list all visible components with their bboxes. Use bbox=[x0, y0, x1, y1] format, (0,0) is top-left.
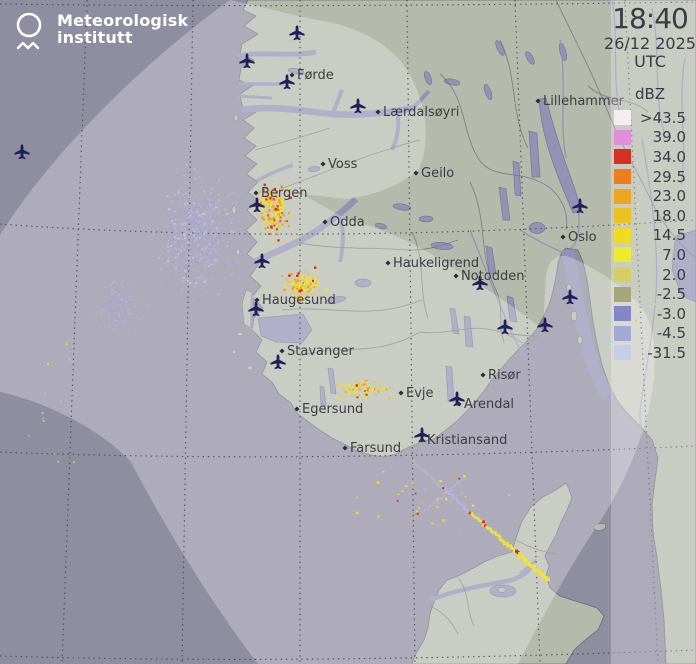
city-label: Stavanger bbox=[287, 344, 354, 359]
legend-label: 34.0 bbox=[652, 147, 686, 166]
legend-swatch bbox=[614, 247, 631, 263]
legend-swatch bbox=[614, 227, 631, 243]
city-label: Kristiansand bbox=[427, 433, 507, 448]
legend-label: -4.5 bbox=[656, 324, 686, 343]
city-label: Geilo bbox=[421, 166, 454, 181]
city-label: Egersund bbox=[302, 402, 363, 417]
legend-swatch bbox=[614, 129, 631, 145]
legend-label: -31.5 bbox=[647, 343, 686, 362]
met-logo-text: Meteorologisk institutt bbox=[57, 10, 188, 47]
legend-row: 34.0 bbox=[604, 147, 696, 167]
legend-row: 39.0 bbox=[604, 128, 696, 148]
legend-label: 18.0 bbox=[652, 206, 686, 225]
radar-coverage-area bbox=[0, 0, 655, 664]
legend-list: >43.5 39.0 34.0 29.5 23.0 18.0 14.5 7.0 2.0 -2.5-… bbox=[604, 108, 696, 363]
city-label: Lillehammer bbox=[543, 94, 625, 109]
legend-swatch bbox=[614, 286, 631, 302]
city-label: Haukeligrend bbox=[393, 256, 479, 271]
city-marker bbox=[413, 170, 419, 176]
legend-label: >43.5 bbox=[640, 108, 686, 127]
legend-row: 29.5 bbox=[604, 167, 696, 187]
landmass-denmark bbox=[411, 482, 607, 664]
legend-swatch bbox=[614, 345, 631, 361]
city-marker bbox=[480, 372, 486, 378]
city-marker bbox=[253, 190, 259, 196]
city-label: Bergen bbox=[261, 186, 308, 201]
city-marker bbox=[398, 390, 404, 396]
clock-time: 18:40 bbox=[612, 2, 689, 35]
city-label: Lærdalsøyri bbox=[383, 105, 459, 120]
city-marker bbox=[294, 406, 300, 412]
city-label: Evje bbox=[406, 386, 434, 401]
legend-label: 29.5 bbox=[652, 167, 686, 186]
borders bbox=[254, 0, 696, 635]
clock-timezone: UTC bbox=[634, 51, 666, 71]
city-label: Farsund bbox=[350, 441, 401, 456]
city-label: Førde bbox=[297, 68, 334, 83]
met-logo-line2: institutt bbox=[57, 27, 133, 47]
legend-swatch bbox=[614, 110, 631, 126]
legend-label: -3.0 bbox=[656, 304, 686, 323]
legend-swatch bbox=[614, 149, 631, 165]
legend-swatch bbox=[614, 169, 631, 185]
city-label: Haugesund bbox=[262, 293, 336, 308]
city-label: Voss bbox=[328, 157, 358, 172]
legend-label: -2.5 bbox=[656, 285, 686, 304]
city-label: Risør bbox=[488, 368, 521, 383]
legend-row: 2.0 bbox=[604, 265, 696, 285]
legend-unit: dBZ bbox=[634, 85, 666, 103]
legend-swatch bbox=[614, 267, 631, 283]
dbz-legend: dBZ >43.5 39.0 34.0 29.5 23.0 18.0 14.5 7.0 2.0-… bbox=[604, 85, 696, 363]
city-marker bbox=[453, 273, 459, 279]
met-logo-line1: Meteorologisk bbox=[57, 11, 189, 30]
inland-water bbox=[237, 0, 696, 603]
interference-spike-layer bbox=[412, 459, 550, 582]
legend-row: -4.5 bbox=[604, 324, 696, 344]
legend-row: -2.5 bbox=[604, 284, 696, 304]
legend-row: >43.5 bbox=[604, 108, 696, 128]
legend-swatch bbox=[614, 208, 631, 224]
clock-date: 26/12 2025 bbox=[604, 34, 696, 54]
legend-swatch bbox=[614, 325, 631, 341]
city-marker bbox=[322, 219, 328, 225]
city-label: Arendal bbox=[464, 397, 514, 412]
island bbox=[593, 522, 607, 532]
city-marker bbox=[419, 437, 425, 443]
city-label: Notodden bbox=[461, 269, 524, 284]
legend-swatch bbox=[614, 188, 631, 204]
city-label: Oslo bbox=[568, 230, 597, 245]
timestamp-panel: 18:40 26/12 2025 UTC bbox=[604, 4, 696, 71]
legend-label: 23.0 bbox=[652, 187, 686, 206]
city-marker bbox=[385, 260, 391, 266]
met-logo-icon bbox=[16, 12, 42, 50]
met-logo: Meteorologisk institutt bbox=[12, 10, 188, 52]
legend-row: 23.0 bbox=[604, 186, 696, 206]
legend-row: 18.0 bbox=[604, 206, 696, 226]
echo-layer bbox=[28, 163, 661, 535]
legend-row: -31.5 bbox=[604, 343, 696, 363]
city-marker bbox=[279, 348, 285, 354]
city-marker bbox=[342, 445, 348, 451]
legend-row: -3.0 bbox=[604, 304, 696, 324]
legend-row: 14.5 bbox=[604, 226, 696, 246]
cities-layer: Førde Lærdalsøyri Voss Geilo Bergen Odda Hauke… bbox=[253, 68, 625, 456]
legend-label: 2.0 bbox=[662, 265, 686, 284]
city-marker bbox=[320, 161, 326, 167]
legend-label: 7.0 bbox=[662, 245, 686, 264]
legend-label: 39.0 bbox=[652, 128, 686, 147]
city-marker bbox=[456, 401, 462, 407]
legend-label: 14.5 bbox=[652, 226, 686, 245]
city-label: Odda bbox=[330, 215, 365, 230]
legend-row: 7.0 bbox=[604, 245, 696, 265]
legend-swatch bbox=[614, 306, 631, 322]
